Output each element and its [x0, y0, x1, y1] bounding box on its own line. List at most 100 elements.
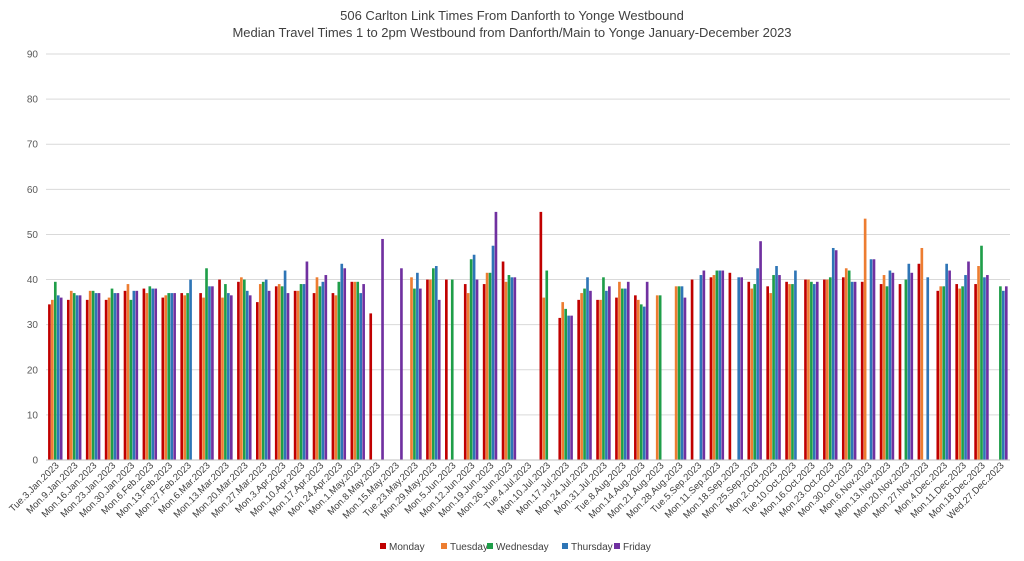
bar-thursday — [302, 284, 306, 460]
bar-thursday — [132, 290, 136, 460]
bar-tuesday — [939, 286, 943, 460]
bar-monday — [463, 284, 467, 460]
bar-friday — [229, 295, 233, 460]
bar-wednesday — [224, 284, 227, 460]
bar-thursday — [718, 270, 722, 460]
bar-monday — [218, 279, 221, 460]
bar-wednesday — [753, 284, 756, 460]
bar-thursday — [775, 266, 778, 460]
bar-friday — [78, 295, 82, 460]
bar-wednesday — [469, 259, 473, 460]
bar-monday — [274, 286, 278, 460]
y-tick-label: 80 — [27, 95, 39, 106]
bar-friday — [362, 284, 365, 460]
bar-monday — [898, 284, 902, 460]
bar-monday — [879, 284, 883, 460]
bar-thursday — [831, 247, 835, 460]
bar-thursday — [983, 277, 986, 460]
bar-thursday — [208, 286, 211, 460]
bar-tuesday — [655, 295, 659, 460]
y-tick-label: 10 — [27, 410, 39, 421]
bar-monday — [85, 299, 89, 460]
bar-thursday — [794, 270, 797, 460]
bar-friday — [702, 270, 706, 460]
bar-tuesday — [958, 288, 961, 460]
bar-wednesday — [432, 268, 435, 460]
bar-friday — [948, 270, 951, 460]
bar-tuesday — [750, 288, 754, 460]
bar-thursday — [945, 263, 948, 460]
bar-monday — [199, 293, 202, 460]
bar-thursday — [472, 254, 476, 460]
bar-friday — [1004, 286, 1008, 460]
bar-friday — [135, 290, 139, 460]
bar-friday — [891, 272, 895, 460]
bar-friday — [910, 272, 914, 460]
y-tick-label: 60 — [27, 185, 39, 196]
bar-friday — [305, 261, 309, 460]
bar-wednesday — [110, 288, 114, 460]
bar-tuesday — [183, 295, 186, 460]
bar-friday — [437, 299, 441, 460]
bar-wednesday — [602, 277, 605, 460]
bar-tuesday — [277, 284, 281, 460]
legend-swatch-tuesday — [441, 543, 447, 549]
bar-friday — [834, 250, 838, 460]
bar-monday — [312, 293, 316, 460]
bar-friday — [324, 275, 328, 460]
bar-monday — [917, 263, 921, 460]
bar-thursday — [94, 293, 98, 460]
bar-tuesday — [334, 295, 338, 460]
bar-monday — [142, 288, 146, 460]
bar-monday — [66, 299, 70, 460]
bar-friday — [475, 279, 479, 460]
bar-wednesday — [904, 279, 908, 460]
bar-wednesday — [715, 270, 719, 460]
x-axis-labels: Tue.3.Jan.2023Mon.9.Jan.2023Mon.16.Jan.2… — [7, 460, 1006, 521]
bar-wednesday — [677, 286, 681, 460]
bar-wednesday — [564, 308, 567, 460]
bar-wednesday — [261, 281, 265, 460]
bar-thursday — [170, 293, 173, 460]
legend-label-thursday: Thursday — [571, 542, 613, 553]
bar-friday — [853, 281, 857, 460]
bar-wednesday — [488, 272, 492, 460]
bar-tuesday — [107, 297, 111, 460]
bar-monday — [539, 211, 543, 460]
bar-friday — [986, 275, 989, 460]
y-tick-label: 20 — [27, 365, 39, 376]
bar-monday — [841, 277, 845, 460]
bar-monday — [293, 290, 297, 460]
bar-tuesday — [466, 293, 470, 460]
legend-swatch-monday — [380, 543, 386, 549]
bar-monday — [331, 293, 335, 460]
bar-friday — [173, 293, 176, 460]
bar-tuesday — [504, 281, 508, 460]
bar-thursday — [964, 275, 967, 460]
legend: Monday Tuesday Wednesday Thursday Friday — [380, 542, 651, 553]
bar-friday — [815, 281, 819, 460]
bar-thursday — [321, 281, 325, 460]
bar-friday — [683, 297, 687, 460]
bar-thursday — [888, 270, 892, 460]
bar-wednesday — [243, 279, 246, 460]
bar-friday — [286, 293, 290, 460]
bar-friday — [778, 275, 781, 460]
bar-tuesday — [353, 281, 357, 460]
bar-friday — [154, 288, 158, 460]
bar-tuesday — [88, 290, 92, 460]
bar-thursday — [56, 295, 60, 460]
bar-thursday — [227, 293, 230, 460]
bar-tuesday — [429, 279, 432, 460]
legend-swatch-friday — [614, 543, 620, 549]
bar-friday — [419, 288, 422, 460]
bar-thursday — [699, 275, 703, 460]
bar-tuesday — [126, 284, 130, 460]
bar-tuesday — [618, 281, 621, 460]
bar-thursday — [491, 245, 495, 460]
chart-title: 506 Carlton Link Times From Danforth to … — [340, 8, 684, 23]
bar-friday — [211, 286, 214, 460]
bar-wednesday — [450, 279, 454, 460]
bar-tuesday — [769, 293, 772, 460]
legend-label-wednesday: Wednesday — [496, 542, 549, 553]
